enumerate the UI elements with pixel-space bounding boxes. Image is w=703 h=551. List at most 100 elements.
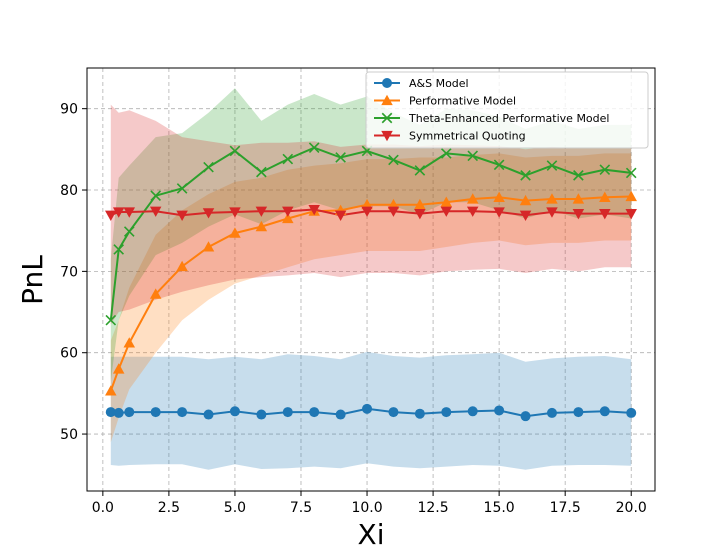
x-tick-label: 7.5	[290, 500, 312, 516]
point-theta-enhanced-performative-model	[105, 314, 117, 326]
point-performative-model	[625, 190, 637, 202]
point-symmetrical-quoting	[519, 210, 532, 221]
point-theta-enhanced-performative-model	[308, 142, 320, 154]
x-tick-label: 2.5	[158, 500, 180, 516]
point-symmetrical-quoting	[308, 204, 320, 216]
x-axis-label: Xi	[358, 518, 385, 551]
x-tick-label: 17.5	[550, 500, 581, 516]
point-performative-model	[519, 194, 532, 206]
point-a-s-model	[494, 405, 505, 416]
point-a-s-model	[105, 407, 116, 418]
point-symmetrical-quoting	[282, 206, 294, 217]
point-theta-enhanced-performative-model	[599, 164, 611, 175]
point-performative-model	[112, 363, 125, 374]
legend-label: A&S Model	[409, 77, 469, 90]
point-symmetrical-quoting	[493, 207, 505, 218]
band-performative-model	[110, 153, 632, 443]
point-symmetrical-quoting	[334, 210, 347, 221]
plot-frame	[86, 67, 656, 492]
legend-entry-performative-model[interactable]: Performative Model	[374, 95, 516, 108]
point-theta-enhanced-performative-model	[113, 244, 125, 255]
legend-marker	[381, 94, 393, 106]
point-performative-model	[282, 212, 294, 224]
point-theta-enhanced-performative-model	[520, 170, 531, 181]
series-markers	[105, 142, 637, 422]
x-tick-label: 12.5	[417, 500, 448, 516]
point-theta-enhanced-performative-model	[388, 154, 399, 166]
point-performative-model	[176, 260, 188, 272]
legend-items: A&S Model Performative Model Theta-Enhance…	[374, 77, 609, 143]
point-theta-enhanced-performative-model	[573, 170, 584, 181]
point-symmetrical-quoting	[414, 209, 426, 220]
point-theta-enhanced-performative-model	[493, 159, 505, 171]
point-theta-enhanced-performative-model	[546, 160, 558, 171]
point-theta-enhanced-performative-model	[414, 165, 426, 176]
point-symmetrical-quoting	[572, 209, 585, 220]
point-performative-model	[229, 227, 241, 238]
line-theta-enhanced-performative-model	[109, 146, 632, 321]
point-symmetrical-quoting	[202, 208, 215, 219]
legend-marker	[381, 112, 393, 124]
point-a-s-model	[203, 409, 214, 420]
legend-marker	[382, 78, 392, 88]
legend-label: Performative Model	[409, 95, 516, 108]
legend-marker	[381, 130, 393, 142]
point-a-s-model	[388, 407, 399, 418]
point-performative-model	[493, 191, 505, 202]
point-symmetrical-quoting	[123, 207, 136, 218]
point-symmetrical-quoting	[229, 207, 241, 218]
legend[interactable]: A&S Model Performative Model Theta-Enhance…	[365, 71, 649, 149]
band-symmetrical-quoting	[110, 104, 632, 325]
line-symmetrical-quoting	[110, 208, 632, 217]
point-a-s-model	[546, 407, 557, 418]
point-a-s-model	[229, 406, 240, 417]
point-theta-enhanced-performative-model	[282, 153, 294, 165]
legend-entry-a-s-model[interactable]: A&S Model	[374, 77, 469, 90]
point-theta-enhanced-performative-model	[440, 148, 452, 159]
legend-entry-symmetrical-quoting[interactable]: Symmetrical Quoting	[374, 130, 526, 143]
legend-label: Theta-Enhanced Performative Model	[408, 112, 609, 125]
point-performative-model	[123, 337, 136, 348]
point-performative-model	[546, 193, 558, 204]
series-lines	[109, 146, 632, 418]
band-theta-enhanced-performative-model	[110, 88, 632, 382]
point-a-s-model	[599, 406, 610, 417]
point-a-s-model	[520, 411, 531, 422]
point-performative-model	[149, 288, 162, 299]
point-theta-enhanced-performative-model	[625, 167, 637, 179]
y-tick-label: 70	[60, 264, 78, 280]
legend-label: Symmetrical Quoting	[409, 130, 526, 143]
x-tick-label: 15.0	[484, 500, 515, 516]
point-symmetrical-quoting	[546, 207, 558, 218]
point-performative-model	[202, 241, 215, 252]
point-performative-model	[599, 191, 611, 202]
y-tick-label: 90	[60, 102, 78, 118]
point-symmetrical-quoting	[466, 206, 479, 217]
point-theta-enhanced-performative-model	[467, 150, 479, 162]
point-performative-model	[572, 193, 585, 204]
line-a-s-model	[110, 407, 632, 418]
point-a-s-model	[414, 408, 425, 419]
point-a-s-model	[177, 407, 188, 418]
point-a-s-model	[362, 403, 373, 414]
point-symmetrical-quoting	[149, 206, 162, 217]
point-symmetrical-quoting	[112, 207, 125, 218]
point-a-s-model	[335, 409, 346, 420]
line-performative-model	[109, 195, 632, 392]
point-symmetrical-quoting	[387, 206, 400, 217]
point-symmetrical-quoting	[599, 209, 611, 220]
point-a-s-model	[467, 406, 478, 417]
point-performative-model	[255, 220, 268, 232]
point-symmetrical-quoting	[105, 210, 117, 221]
x-axis-ticks: 0.0 2.5 5.0 7.5 10.0 12.5 15.0 17.5 20.0	[92, 491, 647, 516]
x-tick-label: 20.0	[616, 500, 647, 516]
y-axis-label: PnL	[16, 255, 49, 305]
point-symmetrical-quoting	[176, 210, 188, 221]
legend-entry-theta-enhanced-performative-model[interactable]: Theta-Enhanced Performative Model	[374, 112, 609, 125]
point-symmetrical-quoting	[440, 206, 453, 217]
point-symmetrical-quoting	[625, 209, 637, 220]
x-tick-label: 5.0	[224, 500, 246, 516]
point-theta-enhanced-performative-model	[176, 183, 188, 194]
point-symmetrical-quoting	[255, 206, 268, 217]
